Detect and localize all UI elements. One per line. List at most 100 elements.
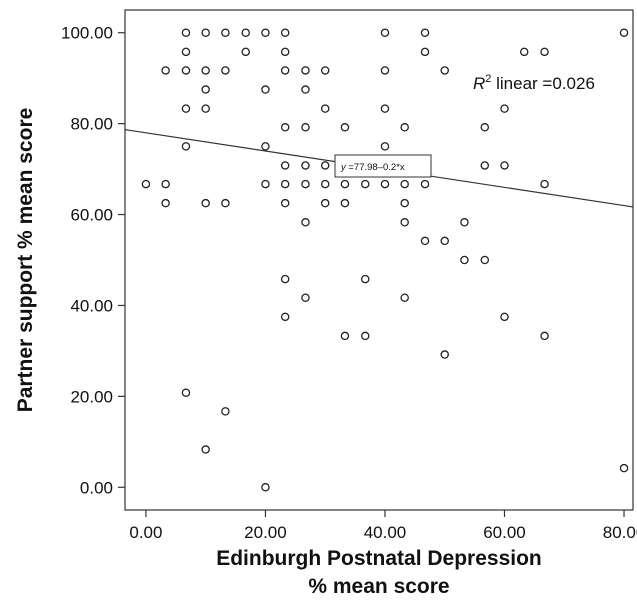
data-point	[280, 28, 290, 37]
data-point	[440, 66, 449, 75]
x-tick-label: 60.00	[483, 523, 526, 542]
data-point	[460, 218, 469, 227]
data-point	[261, 483, 270, 492]
x-axis-title-line1: Edinburgh Postnatal Depression	[216, 547, 542, 570]
data-point	[301, 123, 310, 132]
data-point	[280, 274, 290, 284]
data-point	[400, 179, 409, 189]
y-tick-label: 60.00	[70, 206, 113, 225]
data-point	[181, 66, 191, 75]
data-point	[400, 123, 409, 132]
data-point	[480, 123, 490, 132]
data-point	[280, 47, 290, 57]
data-point	[619, 28, 629, 37]
data-point	[161, 66, 170, 75]
data-point	[161, 179, 170, 189]
y-tick-label: 100.00	[61, 24, 113, 43]
data-point	[241, 47, 250, 57]
data-point	[280, 161, 290, 170]
data-point	[280, 123, 290, 132]
data-point	[201, 445, 210, 454]
data-point	[540, 331, 549, 341]
x-tick-label: 20.00	[244, 523, 287, 542]
data-point	[301, 85, 310, 94]
data-point	[540, 179, 549, 189]
data-point	[201, 104, 210, 113]
data-point	[420, 179, 430, 189]
x-tick-label: 0.00	[129, 523, 162, 542]
data-point	[400, 198, 409, 208]
data-point	[361, 179, 370, 189]
data-point	[280, 312, 290, 322]
data-point	[380, 142, 390, 151]
data-point	[340, 179, 350, 189]
data-point	[380, 28, 390, 37]
data-point	[201, 28, 210, 37]
data-point	[380, 66, 390, 75]
data-point	[301, 218, 310, 227]
data-point	[280, 66, 290, 75]
data-point	[500, 161, 509, 170]
data-point	[420, 28, 430, 37]
data-point	[221, 198, 230, 208]
y-tick-label: 80.00	[70, 115, 113, 134]
data-point	[201, 85, 210, 94]
data-point	[480, 161, 490, 170]
data-point	[201, 198, 210, 208]
y-axis-ticks: 0.00 20.00 40.00 60.00 80.00 100.00	[61, 24, 125, 497]
data-point	[519, 47, 529, 57]
data-point	[340, 198, 350, 208]
data-point	[320, 198, 330, 208]
y-tick-label: 40.00	[70, 296, 113, 315]
y-tick-label: 0.00	[80, 478, 113, 497]
data-point	[181, 47, 191, 57]
r2-annotation: R2 linear =0.026	[473, 73, 595, 93]
data-point	[301, 66, 310, 75]
data-point	[181, 388, 191, 397]
data-point	[261, 85, 270, 94]
x-tick-label: 40.00	[364, 523, 407, 542]
data-point	[261, 28, 270, 37]
data-point	[301, 179, 310, 189]
data-point	[261, 142, 270, 151]
x-tick-label: 80.00	[603, 523, 637, 542]
x-axis-ticks: 0.00 20.00 40.00 60.00 80.00	[129, 510, 637, 542]
data-point	[280, 179, 290, 189]
data-point	[420, 47, 430, 57]
data-point	[320, 179, 330, 189]
data-point	[380, 104, 390, 113]
data-point	[540, 47, 549, 57]
data-point	[380, 179, 390, 189]
data-point	[361, 274, 370, 284]
data-point	[201, 66, 210, 75]
data-point	[340, 331, 350, 341]
data-point	[500, 312, 509, 322]
data-point	[141, 179, 151, 189]
data-point	[400, 218, 409, 227]
data-point	[221, 28, 230, 37]
y-tick-label: 20.00	[70, 387, 113, 406]
equation-box	[334, 154, 432, 178]
data-point	[181, 28, 191, 37]
data-point	[221, 66, 230, 75]
data-point	[619, 463, 629, 473]
data-point	[320, 66, 330, 75]
x-axis-title-line2: % mean score	[308, 575, 449, 598]
data-point	[261, 179, 270, 189]
data-point	[301, 293, 310, 302]
data-point	[181, 142, 191, 151]
data-point	[241, 28, 250, 37]
data-point	[161, 198, 170, 208]
equation-annotation: y =77.98–0.2*x	[340, 162, 405, 173]
data-point	[221, 407, 230, 416]
data-point	[320, 104, 330, 113]
data-point	[440, 236, 449, 246]
data-point	[420, 236, 430, 246]
data-point	[500, 104, 509, 113]
plot-frame	[124, 9, 634, 511]
data-point	[460, 255, 469, 265]
data-point	[340, 123, 350, 132]
data-point	[361, 331, 370, 341]
data-points	[141, 28, 629, 492]
